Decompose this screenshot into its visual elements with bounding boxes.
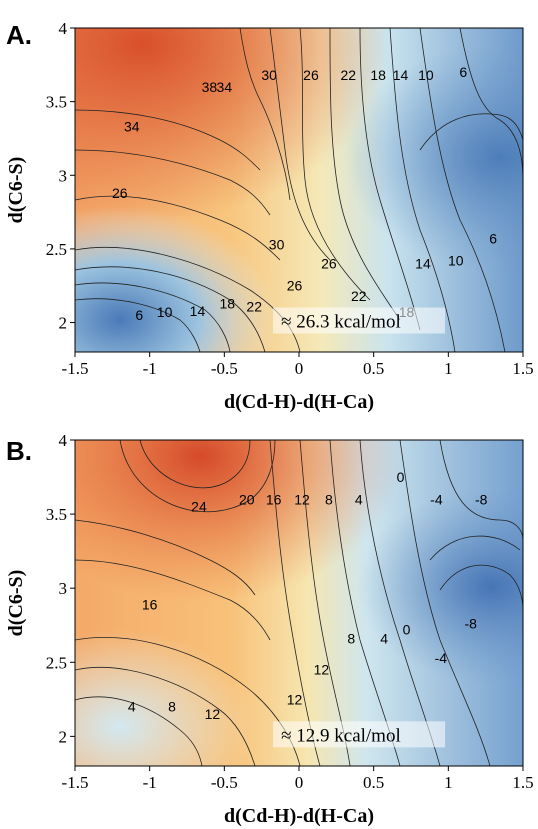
panel-a-contour-label: 10 bbox=[157, 304, 173, 320]
panel-b-contour-label: 20 bbox=[239, 491, 255, 507]
panel-a-contour-label: 6 bbox=[135, 307, 143, 323]
panel-b-contour-label: 8 bbox=[347, 631, 355, 647]
panel-b-contour-label: 12 bbox=[287, 691, 303, 707]
panel-a-contour-label: 18 bbox=[370, 67, 386, 83]
panel-a-contour-label: 30 bbox=[269, 236, 285, 252]
panel-b-contour-label: 0 bbox=[403, 622, 411, 638]
panel-a-x-tick-label: -0.5 bbox=[211, 359, 238, 378]
panel-a-y-tick-label: 2.5 bbox=[46, 240, 67, 259]
panel-b-y-axis-label: d(C6-S) bbox=[5, 570, 27, 637]
panel-b-contour-label: 8 bbox=[325, 491, 333, 507]
panel-b-contour-label: 12 bbox=[314, 662, 330, 678]
panel-a-contour-label: 38 bbox=[202, 79, 218, 95]
panel-a-x-tick-label: -1.5 bbox=[62, 359, 89, 378]
panel-a-x-tick-label: 1.5 bbox=[512, 359, 533, 378]
panel-b-x-tick-label: 0 bbox=[295, 773, 304, 792]
panel-a-contour-label: 14 bbox=[190, 303, 206, 319]
panel-a-contour-label: 22 bbox=[246, 298, 262, 314]
panel-b-contour-label: -8 bbox=[475, 491, 488, 507]
panel-b-contour-label: 12 bbox=[205, 706, 221, 722]
panel-b-contour-label: 4 bbox=[355, 491, 363, 507]
panel-a-x-axis-label: d(Cd-H)-d(H-Ca) bbox=[224, 391, 374, 413]
panel-b-y-ticks: 2 2.5 3 3.5 4 bbox=[46, 431, 75, 746]
panel-b-contour-label: 16 bbox=[142, 596, 158, 612]
panel-b-x-tick-label: -1.5 bbox=[62, 773, 89, 792]
panel-b-annotation-backdrop bbox=[273, 721, 446, 748]
panel-a-y-tick-label: 3.5 bbox=[46, 93, 67, 112]
panel-a-energy-annotation: ≈ 26.3 kcal/mol bbox=[281, 311, 401, 332]
panel-b-x-tick-label: -1 bbox=[143, 773, 157, 792]
panel-b-x-tick-label: 1.5 bbox=[512, 773, 533, 792]
panel-a-y-tick-label: 3 bbox=[59, 166, 68, 185]
panel-a-contour-label: 26 bbox=[112, 185, 128, 201]
panel-a-x-tick-label: -1 bbox=[143, 359, 157, 378]
panel-b-y-tick-label: 2.5 bbox=[46, 653, 67, 672]
panel-a-annotation-backdrop bbox=[273, 307, 446, 334]
panel-a-contour-label: 14 bbox=[393, 67, 409, 83]
panel-a-x-tick-label: 0 bbox=[295, 359, 304, 378]
panel-a-annotation-group: ≈ 26.3 kcal/mol bbox=[273, 307, 446, 334]
panel-b-x-tick-label: -0.5 bbox=[211, 773, 238, 792]
panel-b-annotation-group: ≈ 12.9 kcal/mol bbox=[273, 721, 446, 748]
panel-a-contour-label: 34 bbox=[217, 79, 233, 95]
panel-a-y-tick-label: 2 bbox=[59, 314, 68, 333]
panel-a-contour-label: 22 bbox=[340, 67, 356, 83]
panel-a-contour-label: 26 bbox=[287, 278, 303, 294]
panel-b-contour-label: 8 bbox=[168, 699, 176, 715]
panel-b-contour-label: 4 bbox=[380, 631, 388, 647]
panel-a-contour-label: 22 bbox=[351, 288, 367, 304]
panel-b-x-ticks: -1.5 -1 -0.5 0 0.5 1 1.5 bbox=[62, 766, 534, 792]
panel-a-contour-label: 26 bbox=[303, 67, 319, 83]
panel-b-contour-label: 24 bbox=[191, 499, 207, 515]
panel-b-contour-label: -8 bbox=[465, 616, 478, 632]
panel-b-y-tick-label: 2 bbox=[59, 727, 68, 746]
panel-a-contour-label: 18 bbox=[220, 295, 236, 311]
panel-b-contour-label: 16 bbox=[266, 491, 282, 507]
panel-b: B. 2 bbox=[5, 431, 534, 827]
panel-a-contour-label: 10 bbox=[418, 67, 434, 83]
panel-b-contour-label: 4 bbox=[128, 699, 136, 715]
panel-a-heatmap bbox=[75, 28, 523, 352]
panel-b-y-tick-label: 3.5 bbox=[46, 505, 67, 524]
panel-b-contour-label: 0 bbox=[397, 469, 405, 485]
panel-b-label: B. bbox=[6, 436, 32, 466]
panel-b-x-tick-label: 1 bbox=[444, 773, 453, 792]
panel-b-x-axis-label: d(Cd-H)-d(H-Ca) bbox=[224, 805, 374, 827]
panel-b-y-tick-label: 3 bbox=[59, 579, 68, 598]
panel-a-contour-label: 26 bbox=[321, 256, 337, 272]
panel-a-y-ticks: 2 2.5 3 3.5 4 bbox=[46, 19, 75, 333]
panel-a-x-tick-label: 0.5 bbox=[363, 359, 384, 378]
panel-a-contour-label: 6 bbox=[459, 64, 467, 80]
panel-a-x-ticks: -1.5 -1 -0.5 0 0.5 1 1.5 bbox=[62, 352, 534, 378]
panel-b-energy-annotation: ≈ 12.9 kcal/mol bbox=[281, 725, 401, 746]
panel-a-x-tick-label: 1 bbox=[444, 359, 453, 378]
panel-a-contour-label: 6 bbox=[489, 231, 497, 247]
panel-a-contour-lines bbox=[75, 28, 523, 352]
panel-a-y-axis-label: d(C6-S) bbox=[5, 157, 27, 224]
panel-b-contour-label: 12 bbox=[294, 491, 310, 507]
panel-a-contour-label: 30 bbox=[261, 67, 277, 83]
panel-b-contour-label: -4 bbox=[430, 491, 443, 507]
panel-a-contour-label: 14 bbox=[415, 256, 431, 272]
panel-b-heatmap bbox=[75, 440, 523, 766]
panel-b-y-tick-label: 4 bbox=[59, 431, 68, 450]
panel-a: A. bbox=[5, 19, 534, 413]
panel-b-contour-label: -4 bbox=[435, 650, 448, 666]
panel-b-x-tick-label: 0.5 bbox=[363, 773, 384, 792]
panel-a-contour-labels: 3834302622181410634263026141062622182218… bbox=[112, 64, 497, 323]
panel-a-y-tick-label: 4 bbox=[59, 19, 68, 38]
panel-a-contour-label: 34 bbox=[124, 119, 140, 135]
panel-a-contour-label: 10 bbox=[448, 253, 464, 269]
panel-a-label: A. bbox=[6, 20, 32, 50]
